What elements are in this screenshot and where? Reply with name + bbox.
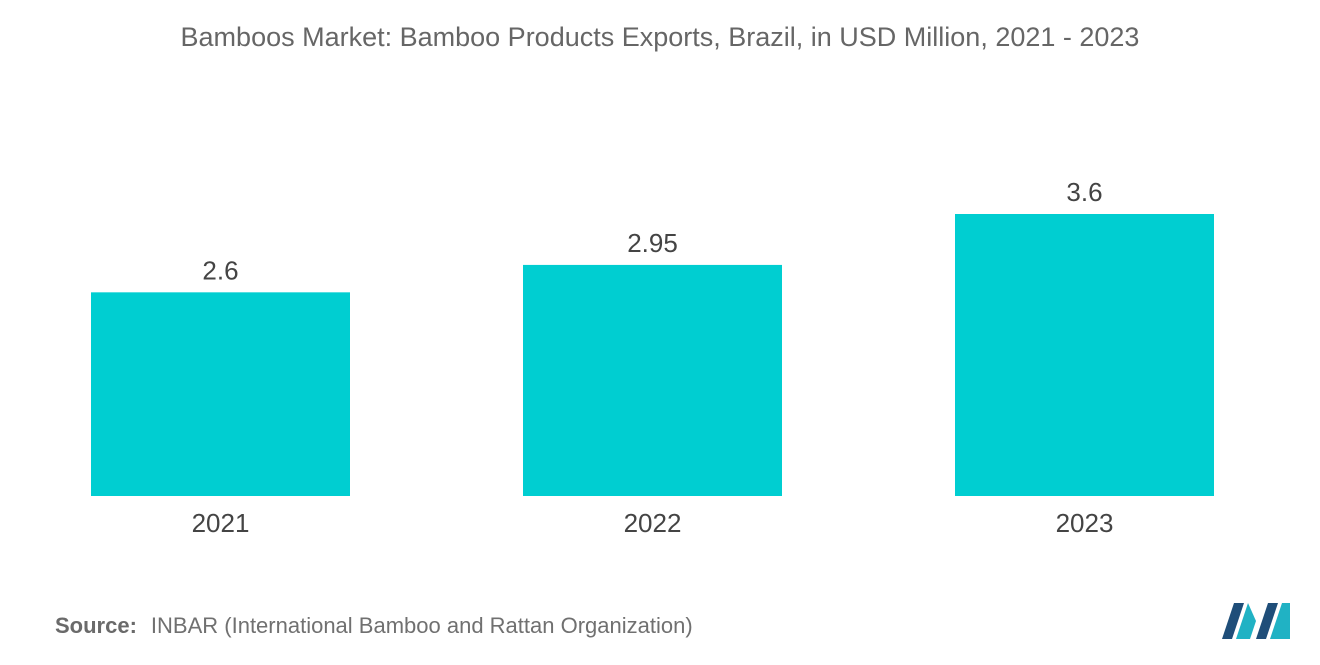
bar-2021 bbox=[91, 292, 350, 496]
bar-2023 bbox=[955, 214, 1214, 496]
chart-title: Bamboos Market: Bamboo Products Exports,… bbox=[180, 22, 1140, 52]
source-text: INBAR (International Bamboo and Rattan O… bbox=[150, 613, 693, 638]
data-label-2021: 2.6 bbox=[202, 255, 238, 285]
data-label-2022: 2.95 bbox=[627, 228, 678, 258]
x-tick-label-2021: 2021 bbox=[192, 508, 250, 538]
source-note: Source: INBAR (International Bamboo and R… bbox=[55, 613, 693, 639]
bar-2022 bbox=[523, 264, 782, 496]
x-tick-label-2022: 2022 bbox=[624, 508, 682, 538]
x-tick-label-2023: 2023 bbox=[1056, 508, 1114, 538]
brand-logo-icon bbox=[1222, 603, 1290, 639]
source-label: Source: bbox=[55, 613, 137, 638]
data-label-2023: 3.6 bbox=[1066, 177, 1102, 207]
